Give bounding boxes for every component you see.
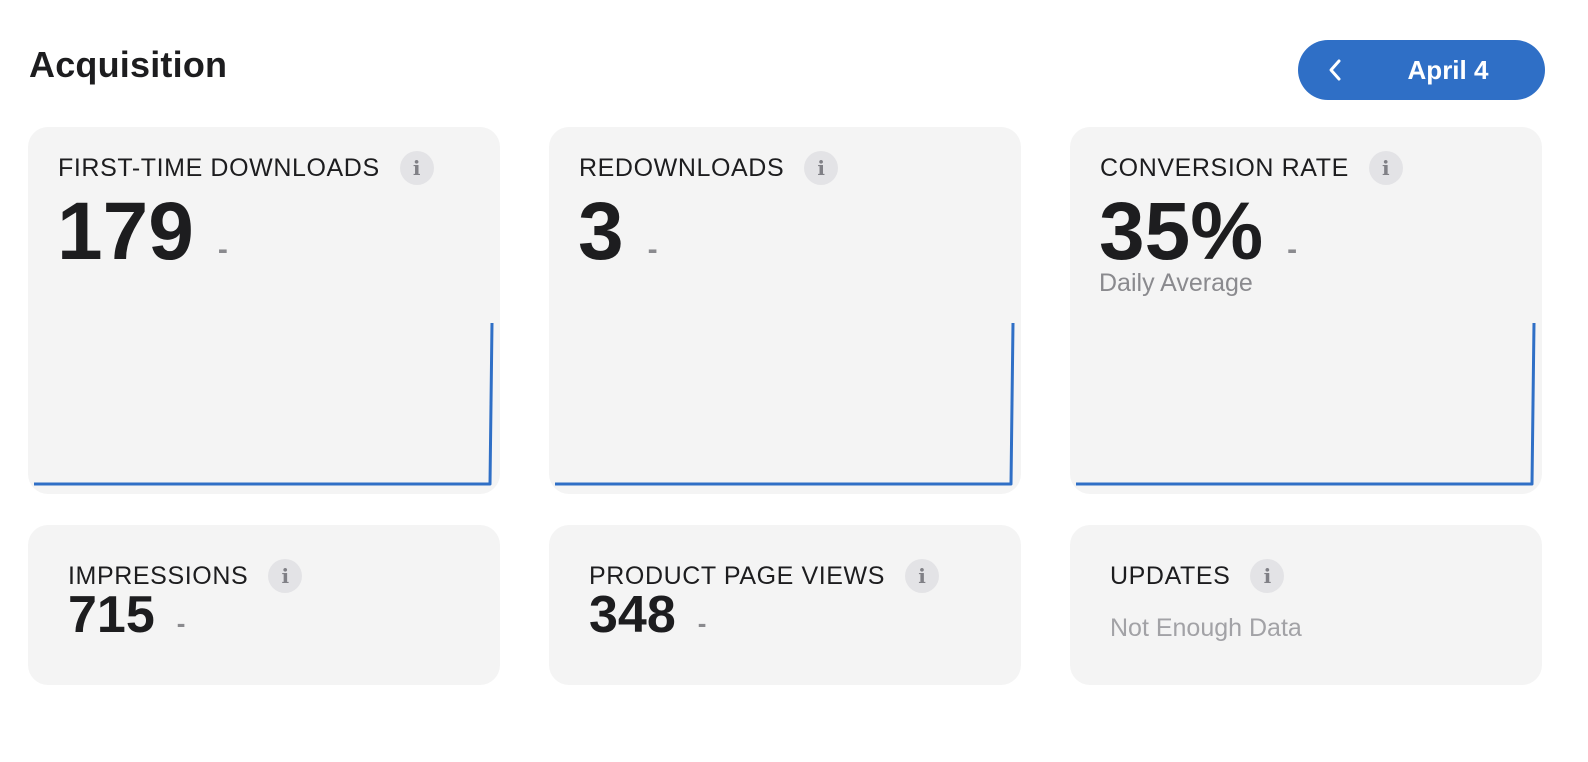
card-header: REDOWNLOADS i	[579, 151, 839, 185]
sparkline-line	[34, 322, 494, 486]
metric-value: 715	[68, 586, 155, 644]
sparkline-chart	[1076, 322, 1536, 486]
card-header: UPDATES i	[1110, 559, 1285, 593]
metric: 35% -	[1099, 191, 1297, 273]
metric-value: 179	[57, 186, 194, 277]
metric-delta: -	[697, 608, 707, 638]
empty-state-text: Not Enough Data	[1110, 614, 1302, 642]
metric-subtext: Daily Average	[1099, 269, 1253, 297]
sparkline-line	[1076, 322, 1536, 486]
info-icon[interactable]: i	[804, 151, 839, 185]
metric-delta: -	[217, 233, 228, 266]
info-icon[interactable]: i	[268, 559, 303, 593]
date-label: April 4	[1407, 54, 1489, 85]
card-title: FIRST-TIME DOWNLOADS	[58, 153, 380, 182]
sparkline-chart	[34, 322, 494, 486]
metric-value: 3	[578, 186, 624, 277]
card-title: CONVERSION RATE	[1100, 153, 1349, 182]
sparkline-line	[555, 322, 1015, 486]
metric: 179 -	[57, 191, 228, 273]
info-icon[interactable]: i	[1250, 559, 1285, 593]
updates-card[interactable]: UPDATES i Not Enough Data	[1070, 525, 1542, 685]
metric: 348 -	[589, 589, 706, 641]
info-icon[interactable]: i	[905, 559, 940, 593]
info-icon[interactable]: i	[399, 151, 434, 185]
impressions-card[interactable]: IMPRESSIONS i 715 -	[28, 525, 500, 685]
first-time-downloads-card[interactable]: FIRST-TIME DOWNLOADS i 179 -	[28, 127, 500, 494]
sparkline-chart	[555, 322, 1015, 486]
card-header: FIRST-TIME DOWNLOADS i	[58, 151, 434, 185]
metric-value: 35%	[1099, 186, 1264, 277]
redownloads-card[interactable]: REDOWNLOADS i 3 -	[549, 127, 1021, 494]
date-selector-button[interactable]: April 4	[1298, 40, 1545, 100]
conversion-rate-card[interactable]: CONVERSION RATE i 35% - Daily Average	[1070, 127, 1542, 494]
metric: 715 -	[68, 589, 185, 641]
chevron-left-icon[interactable]	[1322, 56, 1350, 84]
card-title: UPDATES	[1110, 561, 1231, 590]
section-title: Acquisition	[29, 44, 228, 85]
card-header: PRODUCT PAGE VIEWS i	[589, 559, 940, 593]
metric-delta: -	[176, 608, 186, 638]
card-title: REDOWNLOADS	[579, 153, 785, 182]
card-title: PRODUCT PAGE VIEWS	[589, 561, 886, 590]
card-header: IMPRESSIONS i	[68, 559, 303, 593]
card-title: IMPRESSIONS	[68, 561, 249, 590]
card-header: CONVERSION RATE i	[1100, 151, 1403, 185]
info-icon[interactable]: i	[1368, 151, 1403, 185]
metric: 3 -	[578, 191, 658, 273]
metric-value: 348	[589, 586, 676, 644]
product-page-views-card[interactable]: PRODUCT PAGE VIEWS i 348 -	[549, 525, 1021, 685]
metric-delta: -	[1287, 233, 1298, 266]
metric-delta: -	[647, 233, 658, 266]
